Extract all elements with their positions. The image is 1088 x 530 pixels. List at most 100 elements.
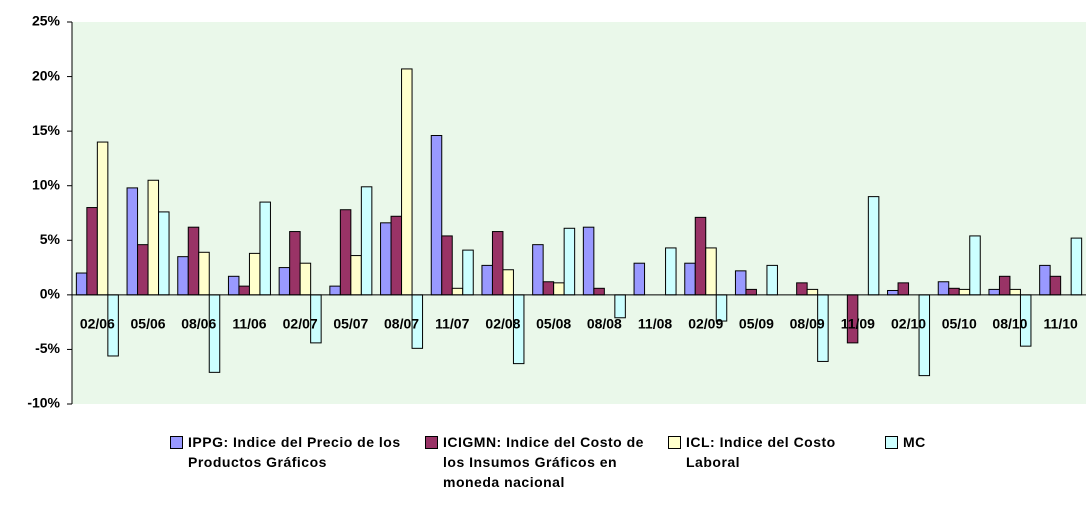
bar [734,270,747,296]
legend-item: IPPG: Indice del Precio de los Productos… [170,432,410,472]
bar [401,68,413,296]
bar [918,294,931,377]
legend-item: MC [885,432,965,452]
bar [208,294,221,373]
bar [502,269,514,296]
legend-swatch [425,436,438,449]
bar [380,222,392,296]
legend-swatch [170,436,183,449]
bar [350,255,362,296]
bar [289,231,301,296]
bar [897,282,910,296]
legend-item: ICIGMN: Indice del Costo de los Insumos … [425,432,645,492]
x-tick-label: 08/10 [992,316,1027,332]
x-tick-label: 02/08 [485,316,520,332]
x-tick-label: 11/06 [232,316,266,332]
bar [542,281,555,296]
bar [75,272,88,296]
bar [1039,264,1051,296]
bar [1070,237,1083,296]
legend-label: MC [903,434,926,450]
x-tick-label: 02/10 [891,316,926,332]
y-tick-label: 5% [40,231,61,247]
x-tick-label: 02/09 [688,316,723,332]
bar [137,244,149,296]
chart: -10% -5% 0% 5% 10% 15% 20% 25% 02/06 05/06 08/06 11… [27,13,1086,411]
bar [937,281,950,296]
bar [705,247,717,296]
bar [227,275,240,296]
bar [158,211,170,296]
bar [684,262,696,296]
x-tick-label: 02/07 [283,316,318,332]
plot-area [72,22,1086,404]
bar [278,267,291,296]
bar [491,231,504,296]
legend-label: IPPG: Indice del Precio de los Productos… [188,434,401,470]
bar [806,288,819,296]
bar [481,264,493,296]
legend-label: ICL: Indice del Costo Laboral [686,434,836,470]
x-tick-label: 08/09 [790,316,825,332]
bar [532,244,544,296]
x-tick-label: 05/09 [739,316,774,332]
bar [96,141,109,296]
y-tick-label: -5% [35,340,60,356]
bar [339,209,352,296]
x-tick-label: 02/06 [80,316,115,332]
legend-swatch [668,436,681,449]
bar [796,282,808,296]
bar [147,179,160,296]
bar [177,256,189,296]
bar [390,215,403,296]
x-tick-label: 11/09 [841,316,875,332]
bar [745,288,757,296]
bar [665,247,677,296]
bar [86,207,98,296]
x-tick-label: 11/07 [435,316,469,332]
y-tick-label: -10% [27,395,60,411]
y-tick-label: 10% [32,176,61,192]
bar [360,186,373,296]
bar [998,275,1011,296]
bar [988,288,1000,296]
bar [958,288,971,296]
bar [582,226,595,296]
bar [553,282,565,296]
y-tick-label: 0% [40,286,61,302]
x-tick-label: 05/10 [942,316,977,332]
bar [187,226,200,296]
bar [1049,275,1062,296]
bar [948,287,960,296]
bar [563,227,576,296]
bar [1009,288,1021,296]
x-tick-label: 08/07 [384,316,419,332]
legend-swatch [885,436,898,449]
legend-label: ICIGMN: Indice del Costo de los Insumos … [443,434,644,490]
bar [969,235,981,296]
bar [633,262,646,296]
legend-item: ICL: Indice del Costo Laboral [668,432,878,472]
bar [867,196,880,296]
x-tick-label: 05/07 [333,316,368,332]
x-tick-label: 11/08 [638,316,672,332]
y-tick-label: 15% [32,122,61,138]
bar [430,135,443,296]
bar [259,201,271,296]
bar [593,287,605,296]
bar [614,294,626,319]
x-tick-label: 05/08 [536,316,571,332]
bar [451,287,464,296]
bar [198,251,210,296]
bar [441,235,453,296]
y-tick-label: 25% [32,13,61,29]
x-tick-label: 05/06 [131,316,166,332]
x-tick-label: 11/10 [1044,316,1078,332]
y-tick-label: 20% [32,67,61,83]
bar [694,216,707,296]
bar [887,289,899,296]
bar [462,249,474,296]
bar [299,262,312,296]
bar [329,285,341,296]
x-tick-label: 08/06 [181,316,216,332]
